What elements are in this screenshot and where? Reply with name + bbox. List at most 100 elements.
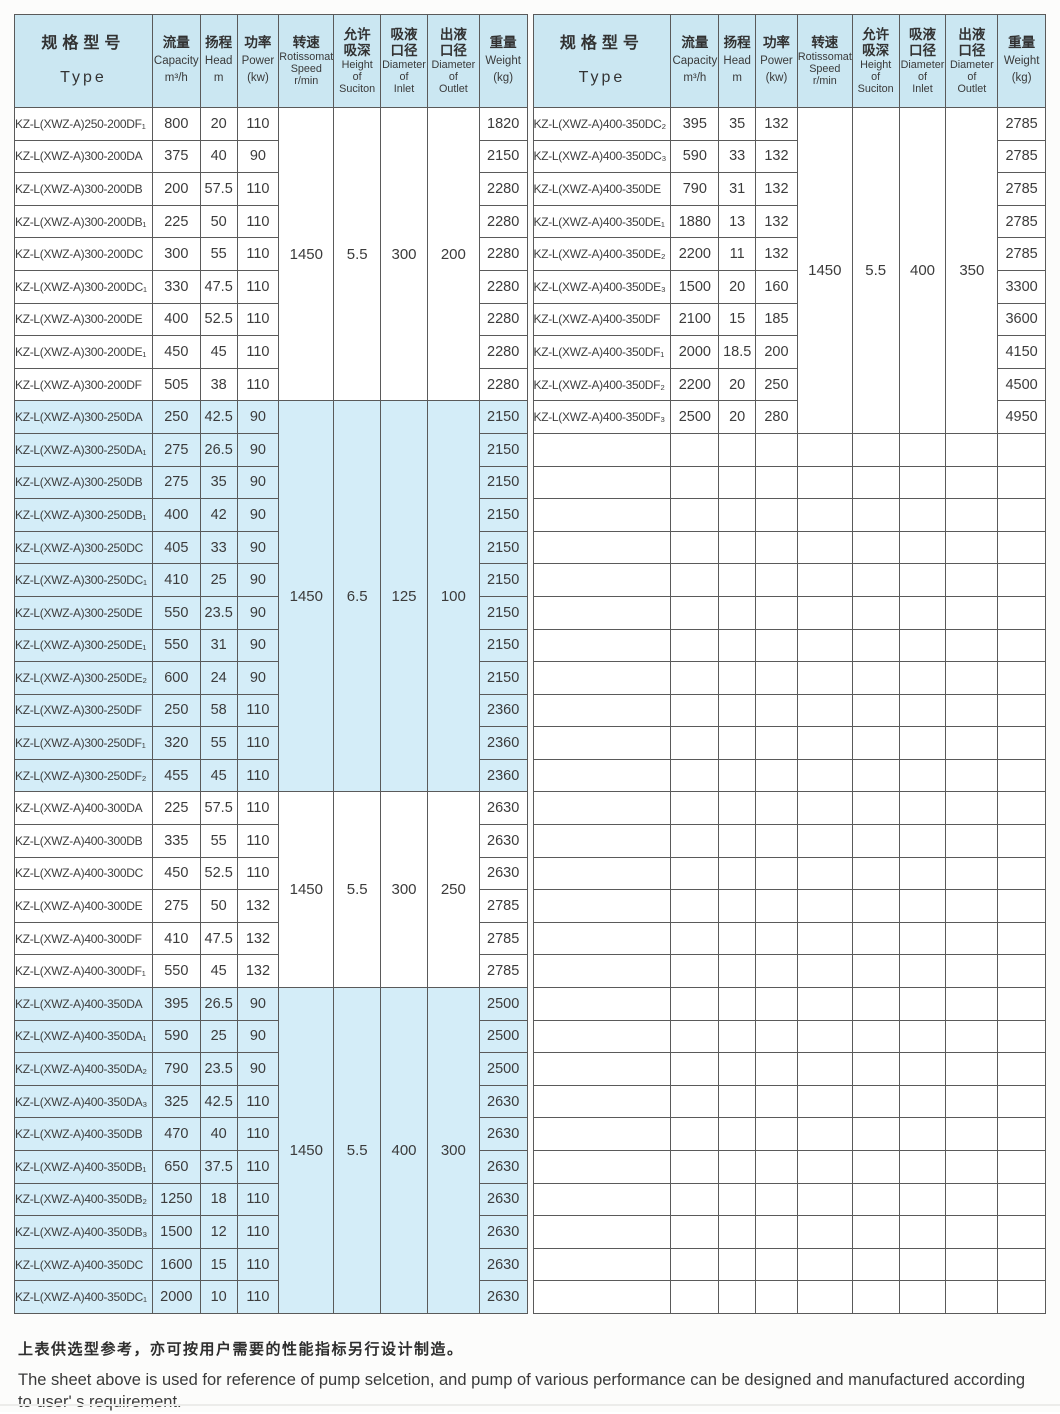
empty-row [532,824,1046,858]
empty-cell [851,1215,900,1249]
weight-cell: 2785 [478,921,528,956]
empty-row [532,987,1046,1021]
empty-cell [796,595,853,630]
capacity-cell: 590 [670,139,720,174]
type-cell: KZ-L(XWZ-A)300-250DB₁ [14,498,153,532]
empty-cell [670,889,720,923]
capacity-cell: 2100 [670,302,720,337]
empty-cell [945,530,999,565]
head-cell: 25 [199,1019,238,1054]
empty-cell [851,1150,900,1184]
empty-cell [755,693,798,728]
header-cn-line: 流量 [162,34,190,50]
weight-cell: 2500 [478,1052,528,1086]
empty-cell [898,661,947,695]
capacity-cell: 225 [151,791,201,826]
head-cell: 35 [199,465,238,500]
empty-cell [945,498,999,532]
empty-cell [755,1215,798,1249]
head-cell: 26.5 [199,987,238,1021]
capacity-cell: 1600 [151,1247,201,1282]
speed-cell-merged: 1450 [278,400,335,793]
weight-cell: 2150 [478,661,528,695]
head-cell: 13 [718,204,757,239]
header-en-line: of [352,70,362,83]
header-cn-line: 功率 [244,34,272,50]
head-cell: 15 [718,302,757,337]
header-col-type: 规格型号 Type [532,14,672,108]
header-cn-line: 口径 [390,42,418,58]
weight-cell: 2280 [478,367,528,402]
type-cell: KZ-L(XWZ-A)300-250DC [14,530,153,565]
empty-cell [997,628,1046,663]
spec-row: KZ-L(XWZ-A)400-350DF₂ 2200 20 250 4500 [532,367,1046,402]
type-cell: KZ-L(XWZ-A)400-350DF₂ [532,367,672,402]
header-cn-line: 规格型号 [559,34,644,52]
capacity-cell: 590 [151,1019,201,1054]
empty-cell [670,530,720,565]
weight-cell: 2630 [478,824,528,858]
head-cell: 50 [199,204,238,239]
empty-cell [532,889,672,923]
header-en-line: (kg) [1011,71,1032,84]
empty-cell [755,856,798,891]
empty-cell [718,758,757,793]
empty-cell [898,1280,947,1314]
empty-cell [898,1117,947,1151]
type-cell: KZ-L(XWZ-A)400-350DE [532,172,672,206]
header-en-line: Diameter [431,58,476,71]
empty-cell [898,1182,947,1217]
capacity-cell: 550 [151,954,201,989]
capacity-cell: 450 [151,335,201,369]
empty-cell [796,1215,853,1249]
empty-cell [851,758,900,793]
type-cell: KZ-L(XWZ-A)400-350DC₁ [14,1280,153,1314]
empty-cell [670,563,720,597]
bottom-divider [0,1404,1060,1406]
note-chinese: 上表供选型参考，亦可按用户需要的性能指标另行设计制造。 [18,1340,464,1358]
head-cell: 20 [718,400,757,434]
spec-row: KZ-L(XWZ-A)300-200DE 400 52.5 110 2280 [14,302,528,337]
empty-cell [851,563,900,597]
capacity-cell: 405 [151,530,201,565]
spec-row: KZ-L(XWZ-A)400-350DA 395 26.5 90 1450 5.5 400 3… [14,987,528,1314]
outlet-cell-merged: 100 [426,400,480,793]
empty-cell [796,726,853,760]
empty-cell [945,465,999,500]
type-cell: KZ-L(XWZ-A)300-250DA₁ [14,432,153,467]
power-cell: 280 [755,400,798,434]
spec-row: KZ-L(XWZ-A)400-350DF 2100 15 185 3600 [532,302,1046,337]
type-cell: KZ-L(XWZ-A)300-200DC₁ [14,269,153,304]
empty-cell [718,726,757,760]
note-english: The sheet above is used for reference of… [18,1370,1026,1412]
empty-cell [718,1052,757,1086]
empty-cell [851,1052,900,1086]
empty-cell [670,661,720,695]
empty-cell [670,856,720,891]
empty-cell [997,1117,1046,1151]
empty-cell [945,1052,999,1086]
capacity-cell: 250 [151,693,201,728]
header-en-line: Type [60,69,107,87]
empty-cell [898,1019,947,1054]
empty-cell [898,889,947,923]
empty-cell [755,498,798,532]
empty-cell [997,1182,1046,1217]
header-cn-line: 重量 [489,34,517,50]
empty-cell [670,1084,720,1119]
header-col-capacity: 流量 Capacity m³/h [151,14,201,108]
weight-cell: 2785 [997,107,1046,141]
type-cell: KZ-L(XWZ-A)400-350DE₃ [532,269,672,304]
weight-cell: 2280 [478,269,528,304]
weight-cell: 2150 [478,563,528,597]
empty-cell [945,1247,999,1282]
weight-cell: 2150 [478,628,528,663]
weight-cell: 2785 [997,237,1046,271]
empty-cell [796,1247,853,1282]
header-en-line: Power [760,54,793,67]
head-cell: 33 [718,139,757,174]
weight-cell: 2150 [478,139,528,174]
suction-cell-merged: 5.5 [851,107,900,434]
spec-row: KZ-L(XWZ-A)300-200DA 375 40 90 2150 [14,139,528,174]
spec-row: KZ-L(XWZ-A)400-350DC 1600 15 110 2630 [14,1247,528,1282]
